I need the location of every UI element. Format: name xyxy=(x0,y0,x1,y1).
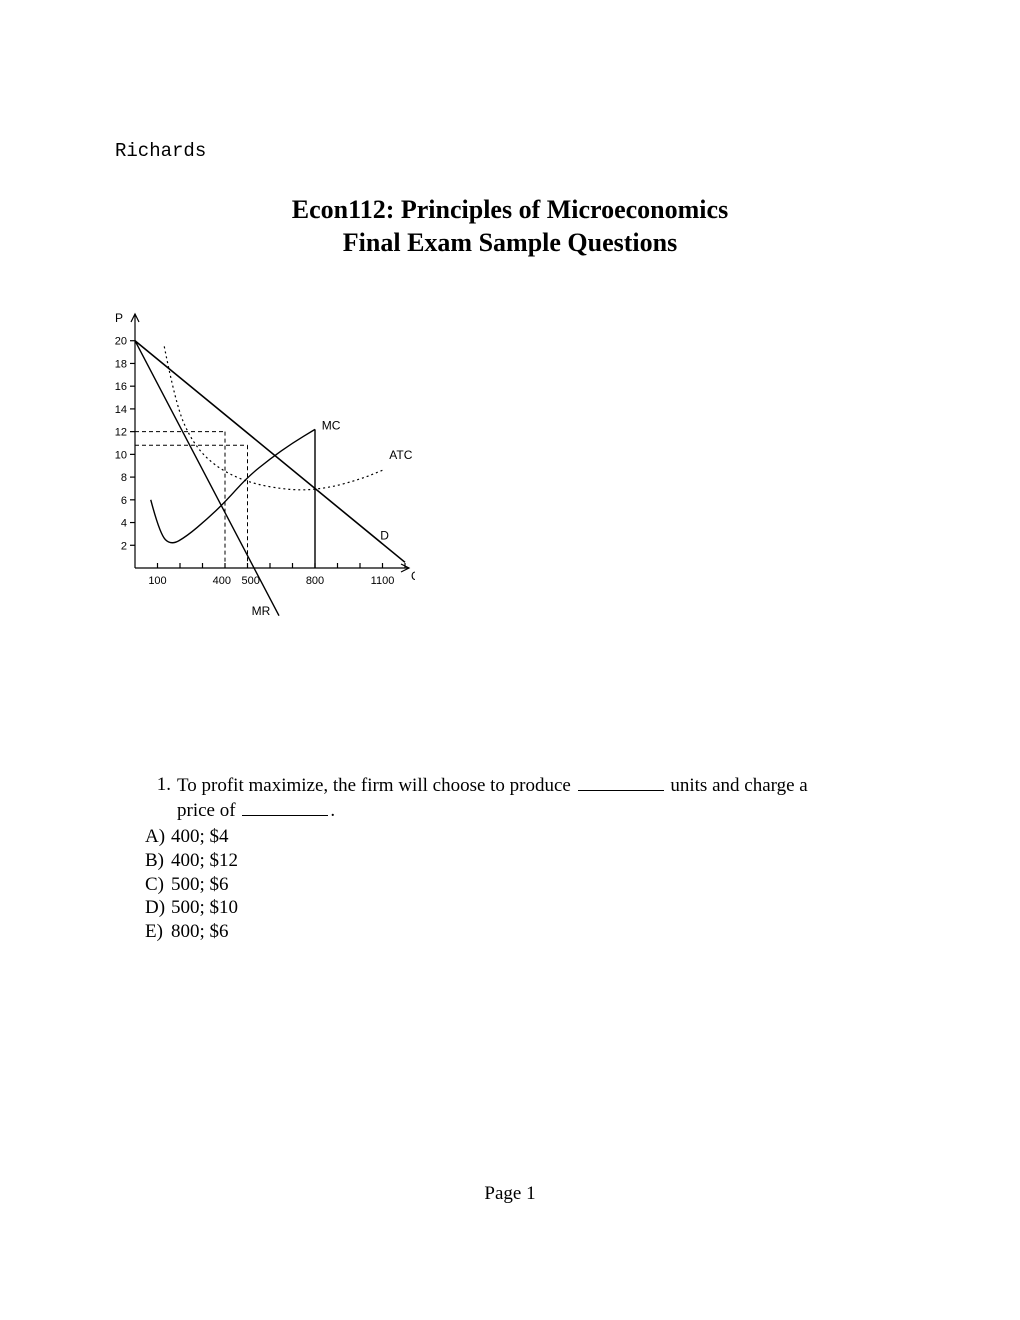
page-footer: Page 1 xyxy=(0,1183,1020,1205)
answer-option: D)500; $10 xyxy=(145,896,905,920)
svg-text:8: 8 xyxy=(121,472,127,484)
option-label: A) xyxy=(145,825,171,849)
answer-option: B)400; $12 xyxy=(145,849,905,873)
option-label: B) xyxy=(145,849,171,873)
option-label: D) xyxy=(145,896,171,920)
svg-text:10: 10 xyxy=(115,450,127,462)
economics-chart: 2 4 6 8 10 12 14 16 18 20 P 100 400 500 800 1100 Q D MR MC A… xyxy=(95,308,905,643)
svg-text:20: 20 xyxy=(115,336,127,348)
svg-text:14: 14 xyxy=(115,404,127,416)
option-text: 400; $4 xyxy=(171,825,229,849)
answer-option: E)800; $6 xyxy=(145,920,905,944)
answer-options: A)400; $4B)400; $12C)500; $6D)500; $10E)… xyxy=(145,825,905,944)
option-text: 800; $6 xyxy=(171,920,229,944)
author-name: Richards xyxy=(115,140,905,162)
question-number: 1. xyxy=(145,773,171,823)
answer-option: C)500; $6 xyxy=(145,873,905,897)
q-text-part1: To profit maximize, the firm will choose… xyxy=(177,775,576,796)
blank-2 xyxy=(242,798,328,816)
svg-text:12: 12 xyxy=(115,427,127,439)
svg-text:18: 18 xyxy=(115,359,127,371)
svg-text:4: 4 xyxy=(121,518,127,530)
answer-option: A)400; $4 xyxy=(145,825,905,849)
option-label: E) xyxy=(145,920,171,944)
svg-text:1100: 1100 xyxy=(371,575,395,587)
svg-text:500: 500 xyxy=(242,575,260,587)
q-text-after: . xyxy=(330,800,335,821)
title-line-1: Econ112: Principles of Microeconomics xyxy=(115,194,905,225)
document-title: Econ112: Principles of Microeconomics Fi… xyxy=(115,194,905,258)
svg-text:MC: MC xyxy=(322,419,341,433)
q-text-mid: units and charge a xyxy=(666,775,808,796)
svg-text:400: 400 xyxy=(213,575,231,587)
svg-text:ATC: ATC xyxy=(389,448,412,462)
svg-text:2: 2 xyxy=(121,541,127,553)
svg-text:Q: Q xyxy=(411,569,415,583)
svg-text:16: 16 xyxy=(115,382,127,394)
option-text: 400; $12 xyxy=(171,849,238,873)
svg-text:D: D xyxy=(380,529,389,543)
question-text: To profit maximize, the firm will choose… xyxy=(177,773,905,823)
svg-text:P: P xyxy=(115,311,123,325)
title-line-2: Final Exam Sample Questions xyxy=(115,227,905,258)
option-text: 500; $10 xyxy=(171,896,238,920)
svg-text:100: 100 xyxy=(148,575,166,587)
option-label: C) xyxy=(145,873,171,897)
svg-text:MR: MR xyxy=(252,605,271,619)
option-text: 500; $6 xyxy=(171,873,229,897)
blank-1 xyxy=(578,773,664,791)
question-1: 1. To profit maximize, the firm will cho… xyxy=(145,773,905,943)
svg-text:6: 6 xyxy=(121,495,127,507)
svg-text:800: 800 xyxy=(306,575,324,587)
q-text-line2-before: price of xyxy=(177,800,240,821)
